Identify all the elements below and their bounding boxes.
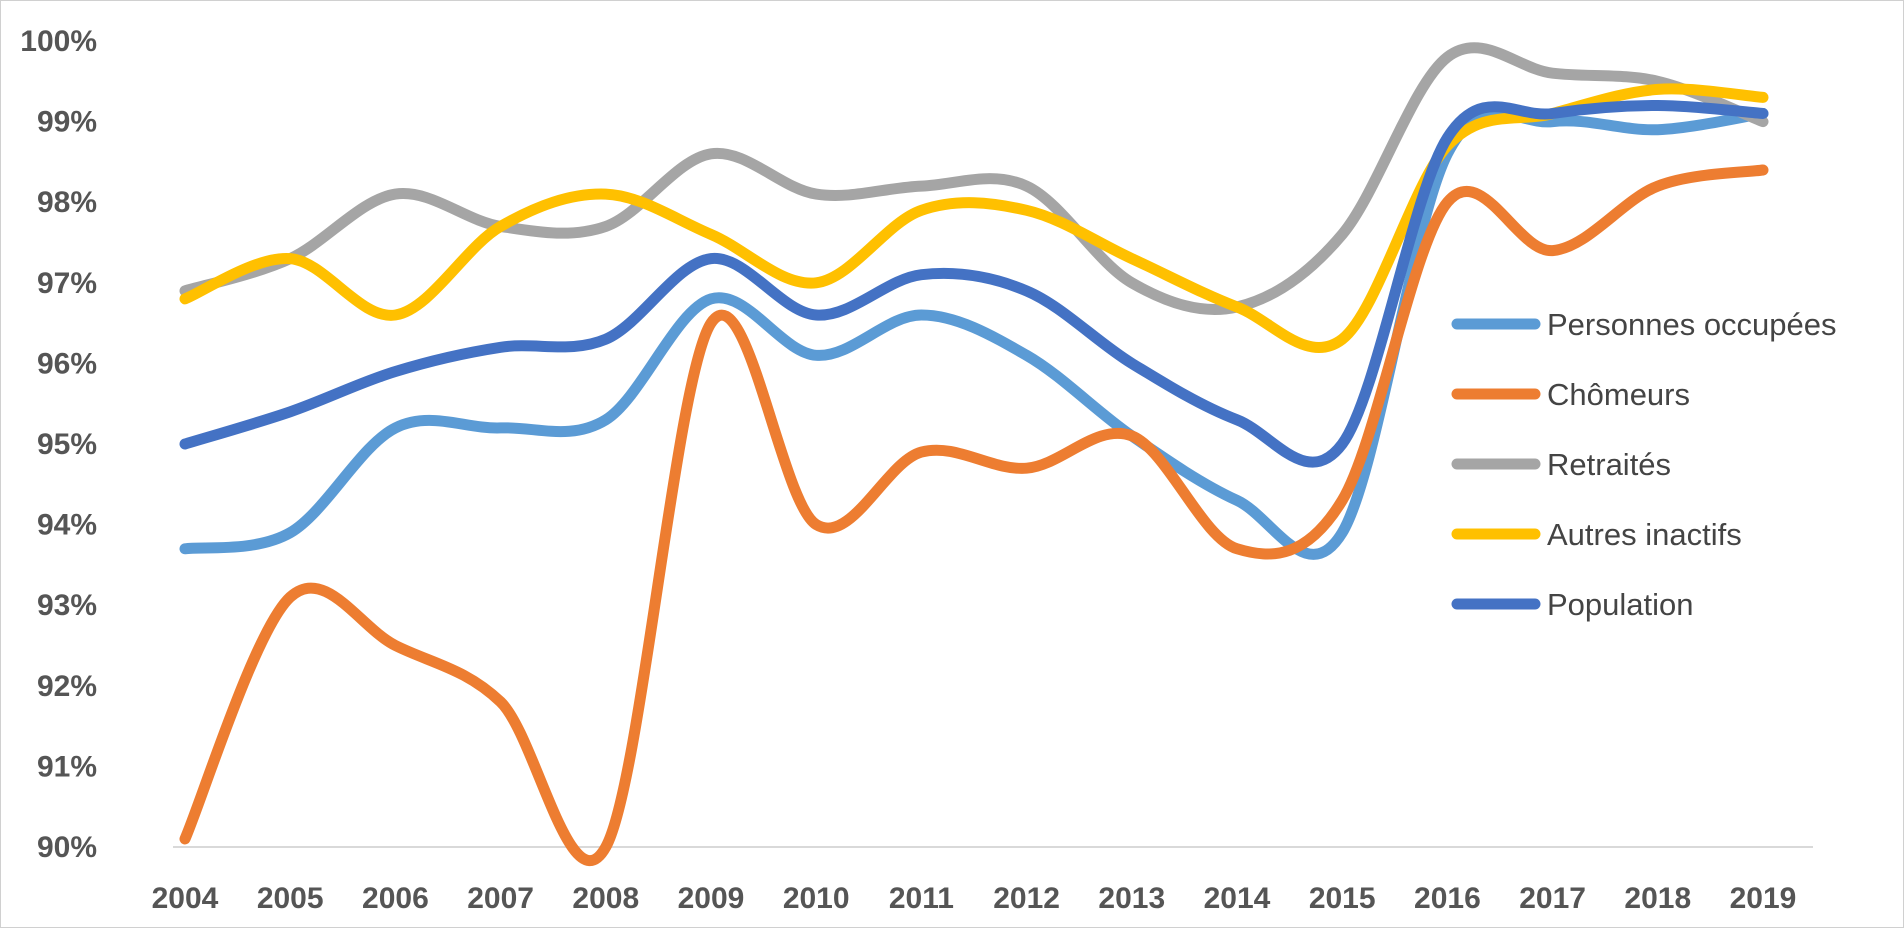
x-tick-label: 2008 (572, 882, 639, 915)
x-tick-label: 2015 (1309, 882, 1376, 915)
x-tick-label: 2016 (1414, 882, 1481, 915)
legend: Personnes occupées Chômeurs Retraités Autre… (1451, 307, 1837, 622)
y-tick-label: 90% (37, 831, 97, 864)
series-line (179, 83, 1769, 353)
x-tick-label: 2006 (362, 882, 429, 915)
x-tick-label: 2013 (1098, 882, 1165, 915)
series-line (179, 100, 1769, 468)
legend-label: Chômeurs (1547, 377, 1690, 412)
x-tick-label: 2007 (467, 882, 534, 915)
y-tick-label: 96% (37, 347, 97, 380)
y-tick-label: 94% (37, 509, 97, 542)
y-tick-label: 93% (37, 589, 97, 622)
x-tick-label: 2014 (1204, 882, 1271, 915)
y-tick-label: 91% (37, 750, 97, 783)
y-tick-label: 97% (37, 267, 97, 300)
series-lines (179, 42, 1769, 866)
y-tick-label: 95% (37, 428, 97, 461)
y-tick-label: 92% (37, 670, 97, 703)
y-tick-label: 99% (37, 106, 97, 139)
x-tick-label: 2009 (678, 882, 745, 915)
legend-label: Retraités (1547, 447, 1671, 482)
legend-label: Autres inactifs (1547, 517, 1742, 552)
x-tick-label: 2017 (1519, 882, 1586, 915)
y-tick-label: 100% (20, 25, 97, 58)
legend-label: Population (1547, 587, 1694, 622)
x-tick-label: 2019 (1730, 882, 1797, 915)
x-tick-label: 2011 (889, 882, 954, 915)
x-tick-label: 2018 (1624, 882, 1691, 915)
x-tick-label: 2012 (993, 882, 1060, 915)
series-line (179, 42, 1769, 315)
y-tick-label: 98% (37, 186, 97, 219)
series-line (179, 164, 1769, 866)
x-axis: 2004 2005 2006 2007 2008 2009 2010 2011 2012 2013… (152, 846, 1813, 915)
y-axis: 90% 91% 92% 93% 94% 95% 96% 97% 98% 99% 100% (20, 25, 97, 864)
x-tick-label: 2004 (152, 882, 219, 915)
x-tick-label: 2010 (783, 882, 850, 915)
legend-label: Personnes occupées (1547, 307, 1837, 342)
x-tick-label: 2005 (257, 882, 324, 915)
